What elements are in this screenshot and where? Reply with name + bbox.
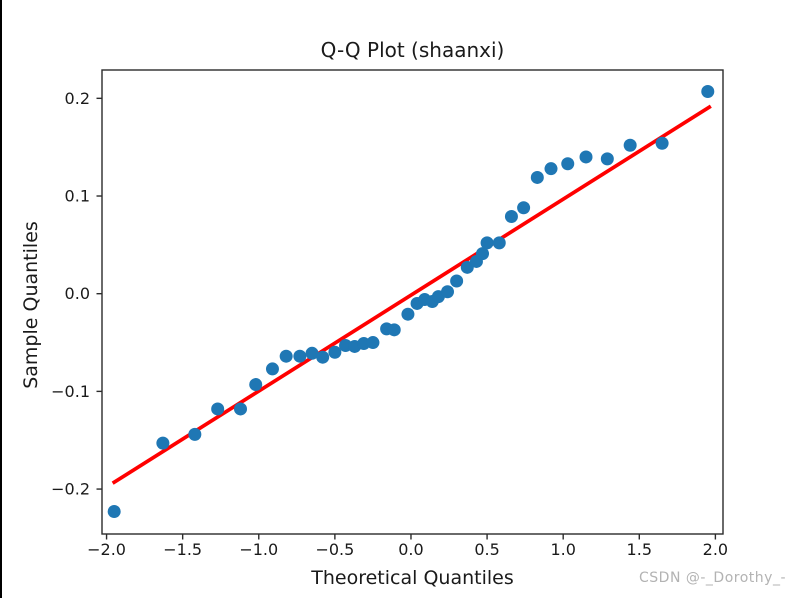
y-axis-label: Sample Quantiles	[20, 221, 42, 389]
data-point	[623, 138, 637, 152]
y-tick-label: −0.1	[51, 382, 90, 401]
data-point	[441, 285, 455, 299]
reference-line	[111, 104, 712, 485]
data-point	[265, 362, 279, 376]
data-point	[328, 345, 342, 359]
data-point	[279, 349, 293, 363]
data-point	[561, 157, 575, 171]
data-point	[387, 323, 401, 337]
data-point	[517, 201, 531, 215]
data-point	[655, 136, 669, 150]
window-left-border	[0, 0, 2, 598]
data-point	[401, 307, 415, 321]
x-tick-label: 1.5	[627, 540, 652, 559]
chart-title: Q-Q Plot (shaanxi)	[320, 38, 505, 62]
data-point	[600, 152, 614, 166]
x-axis-label: Theoretical Quantiles	[311, 567, 514, 589]
data-point	[188, 427, 202, 441]
data-point	[305, 346, 319, 360]
data-point	[211, 402, 225, 416]
data-point	[701, 84, 715, 98]
y-tick-label: 0.2	[65, 89, 90, 108]
csdn-watermark: CSDN @-_Dorothy_-	[639, 570, 786, 586]
data-point	[293, 349, 307, 363]
data-point	[450, 274, 464, 288]
data-point	[316, 350, 330, 364]
x-tick-label: −0.5	[315, 540, 354, 559]
x-tick-label: 0.5	[474, 540, 499, 559]
y-tick-label: −0.2	[51, 480, 90, 499]
x-tick-label: 1.0	[550, 540, 575, 559]
data-point	[579, 150, 593, 164]
x-tick-label: 2.0	[703, 540, 728, 559]
x-tick-label: 0.0	[398, 540, 423, 559]
data-point	[476, 247, 490, 261]
axes-frame	[101, 69, 724, 535]
data-point	[492, 236, 506, 250]
data-point	[249, 378, 263, 392]
x-tick-label: −1.0	[239, 540, 278, 559]
data-point	[107, 505, 121, 519]
data-point	[234, 402, 248, 416]
data-point	[544, 162, 558, 176]
x-tick-label: −1.5	[163, 540, 202, 559]
data-point	[366, 336, 380, 350]
data-point	[156, 436, 170, 450]
y-tick-label: 0.0	[65, 284, 90, 303]
data-point	[530, 170, 544, 184]
data-point	[480, 236, 494, 250]
data-point	[504, 210, 518, 224]
x-tick-label: −2.0	[87, 540, 126, 559]
y-tick-label: 0.1	[65, 187, 90, 206]
